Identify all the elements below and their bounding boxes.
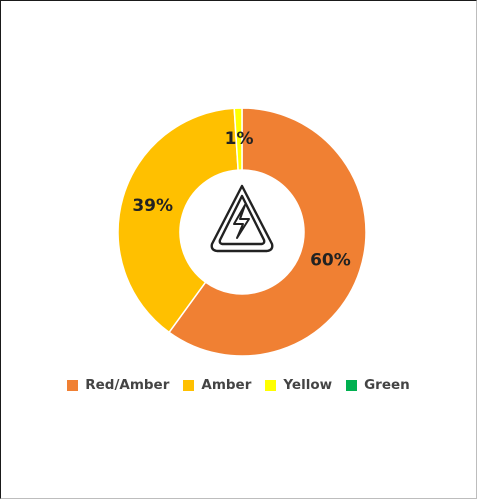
data-label-yellow: 1% xyxy=(225,129,254,149)
data-label-red-amber: 60% xyxy=(310,251,351,271)
donut-hole xyxy=(180,170,304,294)
data-label-amber: 39% xyxy=(132,196,173,216)
legend-swatch xyxy=(67,379,79,391)
high-voltage-warning-icon xyxy=(210,184,274,253)
legend-item-yellow: Yellow xyxy=(265,377,332,393)
legend-label: Red/Amber xyxy=(85,377,170,393)
legend-swatch xyxy=(346,379,358,391)
legend-swatch xyxy=(265,379,277,391)
legend-item-green: Green xyxy=(346,377,410,393)
legend-item-red-amber: Red/Amber xyxy=(67,377,169,393)
legend-swatch xyxy=(183,379,195,391)
legend-item-amber: Amber xyxy=(183,377,251,393)
legend-label: Amber xyxy=(201,377,252,393)
legend-label: Green xyxy=(364,377,410,393)
legend-label: Yellow xyxy=(283,377,333,393)
legend: Red/Amber Amber Yellow Green xyxy=(0,377,477,393)
